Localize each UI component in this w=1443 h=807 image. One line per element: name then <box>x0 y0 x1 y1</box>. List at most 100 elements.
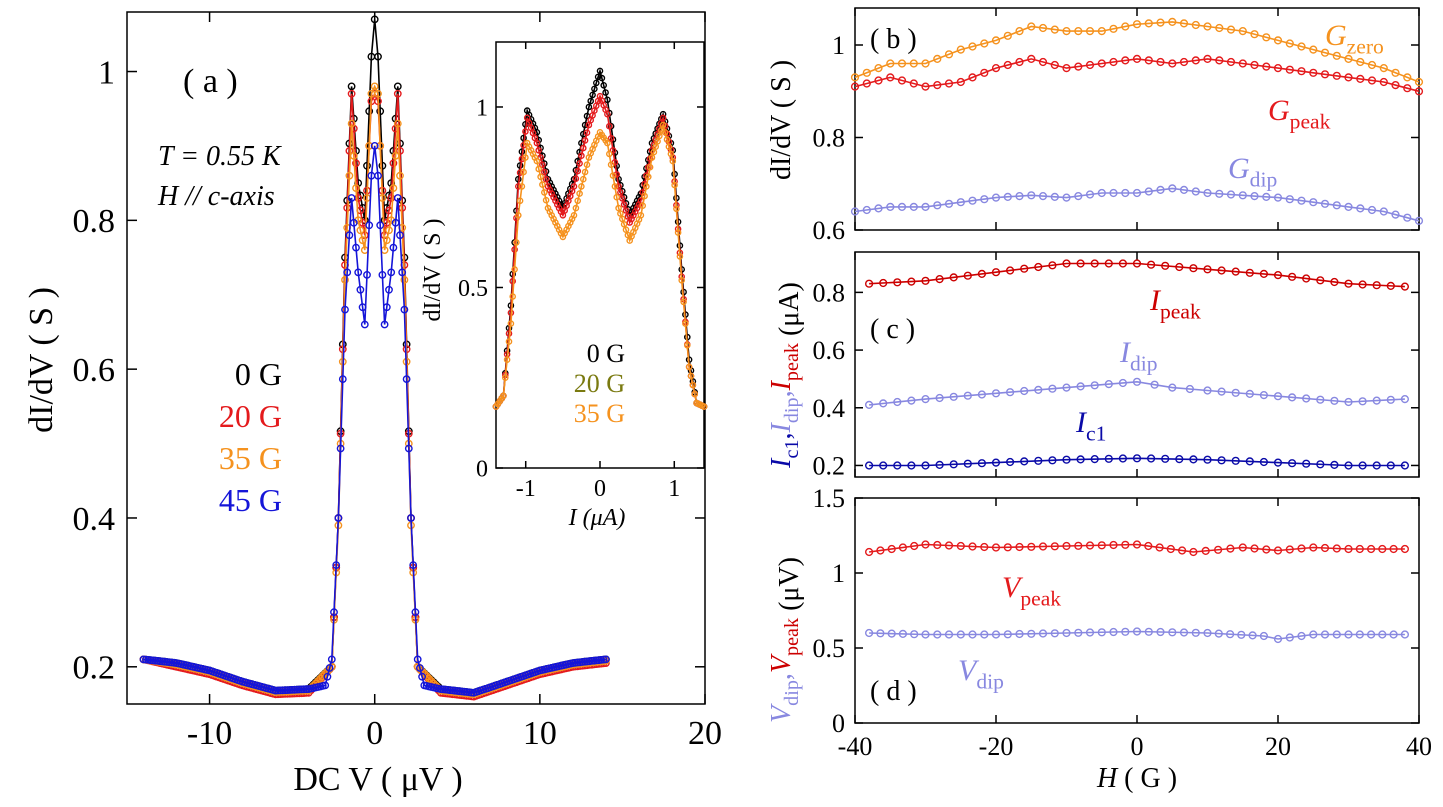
inset-point <box>622 207 630 214</box>
panel-c-point <box>1076 382 1085 391</box>
inset-point <box>591 85 598 93</box>
panel-b-point <box>1273 193 1283 202</box>
inset-point <box>533 157 541 165</box>
panel-a-point <box>345 146 354 155</box>
panel-a-point <box>391 151 400 160</box>
panel-d-point <box>910 630 919 639</box>
inset-point <box>583 161 591 168</box>
inset-point <box>539 161 546 168</box>
panel-c-point <box>1132 454 1142 463</box>
panel-d-point <box>1144 627 1153 636</box>
panel-d-point <box>991 543 1001 552</box>
panel-b-point <box>897 76 907 85</box>
panel-b-point <box>1062 63 1071 73</box>
panel-d-point <box>1332 630 1341 639</box>
panel-c-point <box>1316 276 1325 285</box>
panel-b-point <box>968 73 977 82</box>
panel-c-point <box>1344 279 1353 288</box>
inset-point <box>663 136 671 143</box>
inset-point <box>507 320 515 327</box>
panel-b-point <box>980 39 989 48</box>
panel-c-point <box>1118 454 1128 463</box>
panel-c-point <box>1132 377 1142 386</box>
panel-d-point <box>1121 627 1130 636</box>
legend-a-item: 35 G <box>219 440 282 476</box>
panel-a-point <box>391 218 400 227</box>
inset-point <box>687 372 695 380</box>
panel-b-point <box>1203 22 1212 31</box>
panel-a-point <box>347 82 356 91</box>
panel-c-point <box>1302 459 1311 468</box>
panel-d-point <box>1389 630 1398 639</box>
panel-a-point <box>396 231 404 240</box>
panel-a-xlabel: DC V ( μV ) <box>293 761 462 798</box>
panel-b-point <box>1215 23 1224 33</box>
panel-d-series-1 <box>864 627 1410 644</box>
inset-point <box>700 403 708 410</box>
panel-d-point <box>1320 630 1330 639</box>
inset-ytick-label: 1 <box>476 95 488 121</box>
panel-a-point <box>295 685 304 694</box>
panel-b-point <box>1226 25 1236 34</box>
panel-d-point <box>1038 629 1048 638</box>
panel-d-point <box>1109 627 1118 637</box>
panel-d-point <box>1201 546 1210 556</box>
panel-b-point <box>1391 210 1400 219</box>
panel-b-point <box>1179 185 1189 195</box>
panel-c-point <box>1217 266 1226 275</box>
panel-c-point <box>921 461 930 470</box>
panel-b-point <box>1109 24 1118 33</box>
panel-d-point <box>1320 543 1330 553</box>
inset-point <box>691 390 699 398</box>
inset-point <box>673 205 680 213</box>
panel-b-point <box>862 205 871 215</box>
panel-c-point <box>1273 271 1283 280</box>
panel-c-point <box>1217 387 1226 396</box>
inset-point <box>598 74 606 82</box>
inset-point <box>659 114 667 122</box>
panel-d-point <box>980 630 989 639</box>
panel-b-point <box>1238 27 1247 36</box>
panel-d-xtick-label: 0 <box>1131 732 1144 761</box>
inset-point <box>535 165 543 173</box>
inset-point <box>652 143 660 150</box>
panel-d-point <box>968 630 977 639</box>
panel-b-point <box>1074 192 1083 201</box>
panel-d-point <box>1189 547 1198 557</box>
panel-a-point <box>363 161 371 170</box>
panel-c-point <box>1259 457 1269 467</box>
inset-point <box>533 139 541 147</box>
panel-b-point <box>1332 71 1341 80</box>
panel-c-point <box>1287 459 1297 468</box>
panel-c-point <box>1020 264 1029 273</box>
panel-d-ylabel-text: Vdip,Vpeak (μV) <box>766 557 805 723</box>
panel-a-ytick-label: 0.6 <box>73 352 116 389</box>
panel-d-point <box>1156 627 1165 637</box>
panel-d-point <box>1378 630 1387 639</box>
panel-a-point <box>376 107 385 116</box>
panel-c-point <box>1217 456 1226 465</box>
panel-b: 0.6 0.8 1 ( b ) dI/dV ( S ) Gzero Gpeak Gdip <box>766 7 1424 245</box>
panel-c-ylabel-text: Ic1,Idip,Ipeak (μA) <box>766 282 805 469</box>
inset-point <box>615 204 622 212</box>
panel-b-point <box>850 207 860 216</box>
panel-c-ytick-label: 0.6 <box>813 336 846 365</box>
inset-point <box>570 211 578 219</box>
panel-d-point <box>910 541 919 551</box>
panel-a-point <box>411 608 420 617</box>
panel-b-series-0 <box>850 17 1424 87</box>
panel-b-point <box>1027 22 1036 31</box>
panel-c-point <box>1104 380 1113 389</box>
panel-d-point <box>1273 546 1283 555</box>
inset-point <box>535 146 543 154</box>
panel-a-point <box>385 226 393 235</box>
panel-b-ticks: 0.6 0.8 1 <box>813 8 1420 245</box>
panel-c-point <box>907 396 916 405</box>
panel-c-point <box>893 397 902 407</box>
panel-a-point <box>378 161 387 170</box>
panel-b-point <box>1285 195 1294 204</box>
panel-d-point <box>991 630 1001 639</box>
panel-c-point <box>1287 272 1297 281</box>
panel-a-point <box>302 685 311 694</box>
panel-a-point <box>415 664 424 672</box>
